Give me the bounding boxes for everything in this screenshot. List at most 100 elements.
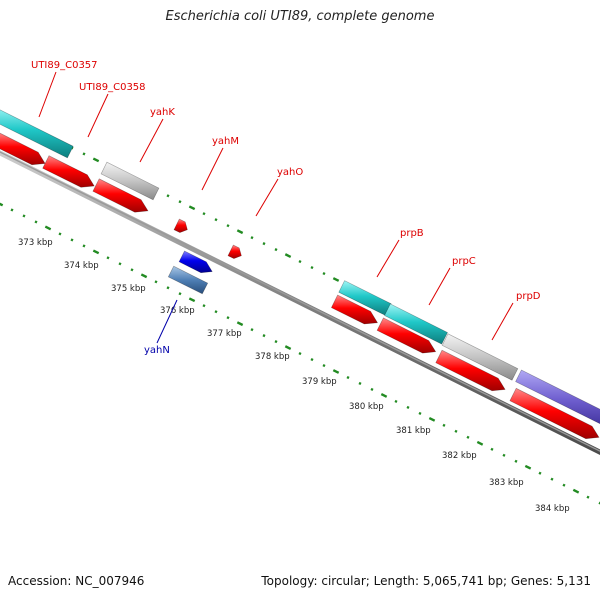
gene-label[interactable]: yahK	[150, 107, 175, 118]
cds-prpD[interactable]	[435, 349, 506, 392]
tick	[214, 310, 218, 314]
tick	[262, 334, 266, 338]
tick	[358, 381, 362, 386]
cds-downstream[interactable]	[509, 387, 600, 440]
scale-label: 377 kbp	[207, 329, 242, 339]
tick	[466, 435, 470, 439]
tick	[490, 447, 494, 451]
tick	[332, 277, 340, 282]
gene-label[interactable]: prpB	[400, 228, 424, 239]
tick	[586, 495, 590, 499]
gene-label[interactable]: yahN	[144, 345, 170, 356]
tick	[202, 212, 206, 216]
tick	[284, 253, 292, 259]
tick	[502, 453, 506, 457]
genome-summary: Topology: circular; Length: 5,065,741 bp…	[261, 574, 591, 588]
gene-labels: UTI89_C0357 UTI89_C0358 yahK yahM yahO prpB pr…	[31, 60, 541, 356]
tick	[310, 265, 314, 270]
tick	[380, 393, 388, 398]
tick	[226, 316, 230, 320]
scale-label: 384 kbp	[535, 504, 570, 514]
tick	[70, 238, 74, 242]
label-leader-line	[428, 267, 451, 306]
tick	[118, 262, 122, 266]
tick	[202, 304, 206, 308]
cds-UTI89_C0358[interactable]	[42, 155, 95, 188]
tick	[22, 214, 26, 218]
tick	[166, 194, 170, 198]
tick	[406, 405, 410, 409]
label-leader-line	[38, 71, 57, 118]
tick	[538, 471, 542, 475]
tick	[346, 375, 350, 380]
tick	[370, 387, 374, 392]
tick	[44, 225, 52, 231]
tick	[262, 242, 266, 246]
gene-label[interactable]: prpC	[452, 256, 476, 267]
label-leader-line	[491, 302, 514, 341]
tick	[154, 280, 158, 284]
tick	[454, 429, 458, 433]
tick	[550, 477, 554, 481]
label-leader-line	[201, 147, 224, 191]
label-leader-line	[156, 299, 178, 344]
tick	[524, 464, 532, 470]
cds-yahM[interactable]	[173, 218, 188, 233]
scale-label: 378 kbp	[255, 352, 290, 362]
tick	[178, 292, 182, 296]
gene-UTI89_C0357[interactable]	[0, 106, 74, 159]
tick	[476, 440, 484, 446]
gene-prpC[interactable]	[384, 303, 448, 345]
tick	[322, 271, 326, 276]
tick	[250, 328, 254, 332]
label-leader-line	[139, 118, 164, 163]
label-leader-line	[87, 93, 109, 138]
cds-UTI89_C0357[interactable]	[0, 132, 46, 166]
label-leader-line	[255, 178, 279, 217]
tick	[10, 208, 14, 212]
tick	[140, 273, 148, 279]
cds-yahO[interactable]	[227, 244, 242, 259]
tick	[572, 488, 580, 494]
scale-label: 375 kbp	[111, 284, 146, 294]
tick	[236, 229, 244, 235]
scale-label: 373 kbp	[18, 238, 53, 248]
scale-label: 383 kbp	[489, 478, 524, 488]
tick	[0, 202, 4, 207]
gene-label[interactable]: UTI89_C0358	[79, 82, 146, 93]
backbone	[0, 150, 600, 455]
tick	[598, 501, 600, 505]
map-title: Escherichia coli UTI89, complete genome	[165, 9, 435, 24]
gene-yahK[interactable]	[100, 161, 160, 201]
tick	[428, 416, 436, 422]
tick	[214, 218, 218, 222]
cds-prpC[interactable]	[376, 317, 437, 354]
tick	[418, 411, 422, 415]
tick	[250, 236, 254, 240]
cds-yahN[interactable]	[178, 250, 213, 274]
tick	[274, 248, 278, 252]
tick	[394, 399, 398, 404]
gene-label[interactable]: yahO	[277, 167, 303, 178]
tick	[284, 345, 292, 351]
tick	[562, 483, 566, 487]
scale-label: 376 kbp	[160, 306, 195, 316]
tick	[92, 157, 100, 163]
gene-downstream[interactable]	[515, 369, 600, 428]
tick	[106, 256, 110, 260]
scale-label: 374 kbp	[64, 261, 99, 271]
tick	[82, 244, 86, 248]
label-leader-line	[376, 239, 400, 278]
gene-label[interactable]: yahM	[212, 136, 239, 147]
scale-label: 382 kbp	[442, 451, 477, 461]
scale-label: 380 kbp	[349, 402, 384, 412]
gene-label[interactable]: UTI89_C0357	[31, 60, 98, 71]
tick	[178, 200, 182, 204]
gene-label[interactable]: prpD	[516, 291, 541, 302]
gene-yahN[interactable]	[167, 265, 209, 295]
cds-prpB[interactable]	[330, 294, 379, 325]
tick	[332, 369, 340, 374]
gene-prpD[interactable]	[441, 333, 519, 381]
cds-yahK[interactable]	[92, 178, 149, 213]
